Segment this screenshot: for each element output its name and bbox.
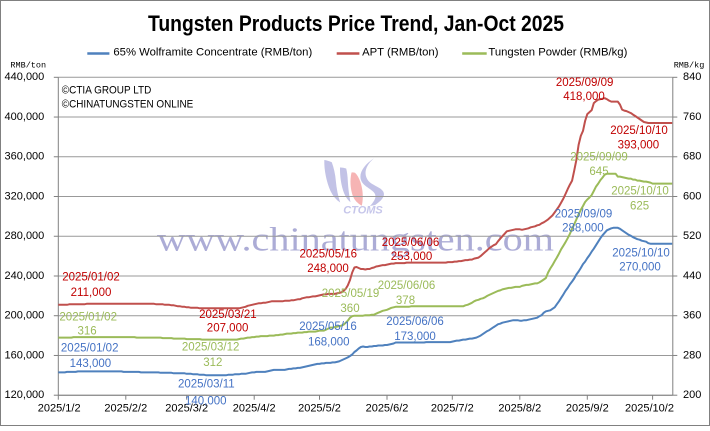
svg-text:2025/10/10: 2025/10/10 (611, 186, 669, 198)
svg-text:2025/4/2: 2025/4/2 (233, 403, 276, 415)
svg-text:160,000: 160,000 (5, 349, 45, 361)
svg-text:207,000: 207,000 (207, 323, 249, 335)
svg-text:143,000: 143,000 (70, 358, 112, 370)
svg-text:©CHINATUNGSTEN ONLINE: ©CHINATUNGSTEN ONLINE (62, 99, 194, 111)
svg-text:2025/6/2: 2025/6/2 (366, 403, 409, 415)
svg-text:680: 680 (683, 151, 701, 163)
svg-text:www.chinatungsten.com: www.chinatungsten.com (157, 222, 554, 259)
svg-text:316: 316 (78, 326, 97, 338)
svg-text:2025/06/06: 2025/06/06 (386, 316, 444, 328)
svg-text:280: 280 (683, 349, 701, 361)
svg-text:2025/05/19: 2025/05/19 (322, 288, 380, 300)
svg-text:65% Wolframite Concentrate (RM: 65% Wolframite Concentrate (RMB/ton) (113, 46, 312, 58)
svg-text:280,000: 280,000 (5, 230, 45, 242)
svg-text:2025/1/2: 2025/1/2 (38, 403, 81, 415)
svg-text:2025/3/2: 2025/3/2 (165, 403, 208, 415)
svg-text:440: 440 (683, 270, 701, 282)
svg-text:360: 360 (683, 310, 701, 322)
svg-text:2025/09/09: 2025/09/09 (570, 152, 628, 164)
svg-text:2025/5/2: 2025/5/2 (298, 403, 341, 415)
svg-text:400,000: 400,000 (5, 111, 45, 123)
svg-text:2025/06/06: 2025/06/06 (378, 280, 436, 292)
svg-text:120,000: 120,000 (5, 389, 45, 401)
svg-text:2025/03/21: 2025/03/21 (199, 309, 257, 321)
svg-text:320,000: 320,000 (5, 190, 45, 202)
svg-text:2025/05/16: 2025/05/16 (299, 321, 357, 333)
svg-text:200: 200 (683, 389, 701, 401)
svg-text:RMB/kg: RMB/kg (674, 60, 705, 70)
svg-text:2025/06/06: 2025/06/06 (382, 237, 440, 249)
svg-text:760: 760 (683, 111, 701, 123)
svg-text:393,000: 393,000 (618, 139, 660, 151)
svg-text:Tungsten Powder (RMB/kg): Tungsten Powder (RMB/kg) (488, 46, 627, 58)
svg-text:360: 360 (340, 303, 359, 315)
svg-text:440,000: 440,000 (5, 71, 45, 83)
svg-text:520: 520 (683, 230, 701, 242)
svg-text:140,000: 140,000 (185, 395, 227, 407)
svg-text:RMB/ton: RMB/ton (10, 61, 46, 71)
svg-text:248,000: 248,000 (307, 263, 349, 275)
svg-text:2025/10/2: 2025/10/2 (625, 403, 674, 415)
svg-text:288,000: 288,000 (562, 223, 604, 235)
svg-text:173,000: 173,000 (394, 331, 436, 343)
svg-text:2025/10/10: 2025/10/10 (612, 248, 670, 260)
svg-text:2025/03/11: 2025/03/11 (178, 379, 235, 391)
svg-text:645: 645 (589, 166, 608, 178)
svg-text:APT (RMB/ton): APT (RMB/ton) (362, 46, 439, 58)
svg-text:2025/7/2: 2025/7/2 (431, 403, 474, 415)
svg-text:270,000: 270,000 (619, 262, 661, 274)
svg-text:2025/01/02: 2025/01/02 (62, 271, 120, 283)
svg-text:2025/10/10: 2025/10/10 (610, 125, 668, 137)
svg-text:211,000: 211,000 (71, 287, 112, 299)
svg-text:CTOMS: CTOMS (343, 204, 383, 216)
svg-text:200,000: 200,000 (5, 310, 45, 322)
svg-text:418,000: 418,000 (563, 91, 605, 103)
svg-text:2025/8/2: 2025/8/2 (498, 403, 541, 415)
svg-text:600: 600 (683, 190, 701, 202)
svg-text:240,000: 240,000 (5, 270, 45, 282)
svg-text:2025/09/09: 2025/09/09 (556, 77, 614, 89)
svg-text:360,000: 360,000 (5, 151, 45, 163)
svg-text:378: 378 (396, 295, 415, 307)
svg-text:Tungsten Products Price Trend,: Tungsten Products Price Trend, Jan-Oct 2… (148, 11, 564, 36)
svg-text:312: 312 (203, 357, 222, 369)
svg-text:2025/9/2: 2025/9/2 (566, 403, 609, 415)
svg-text:168,000: 168,000 (308, 337, 350, 349)
svg-text:840: 840 (683, 71, 701, 83)
svg-text:2025/09/09: 2025/09/09 (555, 208, 613, 220)
svg-text:253,000: 253,000 (391, 251, 433, 263)
svg-text:2025/01/02: 2025/01/02 (61, 343, 119, 355)
svg-text:2025/01/02: 2025/01/02 (59, 311, 117, 323)
svg-text:2025/05/16: 2025/05/16 (300, 249, 358, 261)
svg-text:625: 625 (630, 200, 649, 212)
svg-text:2025/2/2: 2025/2/2 (104, 403, 147, 415)
svg-text:©CTIA GROUP LTD: ©CTIA GROUP LTD (62, 85, 152, 97)
svg-text:2025/03/12: 2025/03/12 (182, 342, 240, 354)
